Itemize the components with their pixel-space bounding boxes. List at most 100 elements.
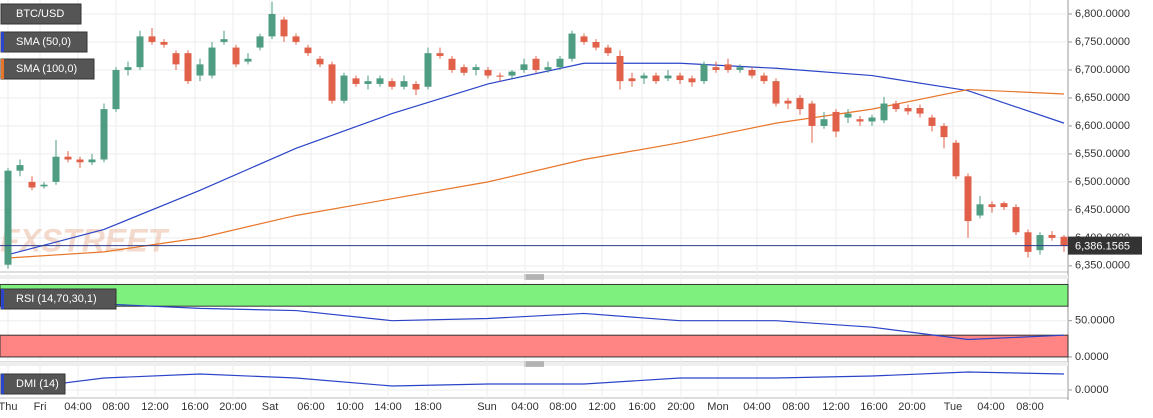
band <box>0 283 1069 307</box>
candle-body <box>772 81 780 104</box>
candle-body <box>796 97 804 110</box>
x-tick-label: 20:00 <box>667 401 695 413</box>
candle-body <box>784 100 792 104</box>
y-tick-label: 6,550.0000 <box>1075 148 1130 160</box>
candle-body <box>556 58 564 68</box>
candle-body <box>280 19 288 37</box>
candle-body <box>184 53 192 82</box>
candle-body <box>712 67 720 70</box>
candle-body <box>1048 235 1056 238</box>
legend-item: DMI (14) <box>0 373 66 395</box>
legend-label: DMI (14) <box>16 378 59 390</box>
x-tick-label: 20:00 <box>219 401 247 413</box>
x-tick-label: 08:00 <box>549 401 577 413</box>
legend-swatch <box>1 32 4 52</box>
candle-body <box>376 78 384 84</box>
x-tick-label: 10:00 <box>336 401 364 413</box>
candle-body <box>460 67 468 73</box>
candle-body <box>88 159 96 163</box>
last-price-label: 6,386.1565 <box>1075 241 1130 253</box>
candle-body <box>352 78 360 84</box>
legend-label: BTC/USD <box>16 8 64 20</box>
x-tick-label: 06:00 <box>297 401 325 413</box>
candle-body <box>736 67 744 70</box>
candle-body <box>1036 235 1044 251</box>
x-tick-label: Fri <box>34 401 47 413</box>
candle-body <box>76 159 84 163</box>
candle-body <box>400 81 408 87</box>
x-tick-label: 12:00 <box>822 401 850 413</box>
candle-body <box>412 83 420 90</box>
candle-body <box>508 71 516 76</box>
candle-body <box>1012 207 1020 233</box>
candle-body <box>148 36 156 42</box>
x-tick-label: 12:00 <box>588 401 616 413</box>
candle-body <box>760 75 768 82</box>
candle-body <box>124 67 132 70</box>
candle-body <box>136 36 144 68</box>
last-price-box <box>1068 236 1142 255</box>
candle-body <box>988 204 996 208</box>
indicator-line <box>7 302 1065 341</box>
indicator-line <box>7 371 1065 391</box>
candle-body <box>220 39 228 42</box>
candle-body <box>160 41 168 45</box>
legend-swatch <box>1 289 4 309</box>
candle-body <box>316 58 324 65</box>
candle-body <box>112 69 120 110</box>
x-tick-label: 04:00 <box>977 401 1005 413</box>
y-tick-label: 0.0000 <box>1075 351 1109 363</box>
candle-body <box>832 111 840 132</box>
x-tick-label: Sat <box>262 401 279 413</box>
candle-body <box>628 78 636 82</box>
candle-body <box>856 119 864 122</box>
candle-body <box>568 33 576 59</box>
y-tick-label: 6,450.0000 <box>1075 204 1130 216</box>
candle-body <box>928 117 936 126</box>
legend-label: SMA (100,0) <box>16 63 77 75</box>
legend-item: SMA (100,0) <box>0 58 95 80</box>
candle-body <box>940 125 948 138</box>
legend-item: BTC/USD <box>0 3 82 25</box>
candle-body <box>436 53 444 56</box>
candle-body <box>964 176 972 222</box>
candle-body <box>700 64 708 82</box>
candle-body <box>388 81 396 87</box>
watermark: FXSTREET <box>0 222 170 258</box>
band <box>0 334 1069 358</box>
candle-body <box>916 108 924 114</box>
x-tick-label: 16:00 <box>860 401 888 413</box>
candle-body <box>292 36 300 42</box>
candle-body <box>604 47 612 54</box>
candle-body <box>40 184 48 187</box>
x-tick-label: 20:00 <box>898 401 926 413</box>
y-tick-label: 6,750.0000 <box>1075 36 1130 48</box>
candle-body <box>232 47 240 65</box>
legend-box <box>0 3 82 25</box>
candle-body <box>688 78 696 83</box>
candle-body <box>892 103 900 110</box>
indicator-line <box>7 62 1065 256</box>
legend-label: SMA (50,0) <box>16 36 71 48</box>
candle-body <box>172 53 180 65</box>
candle-body <box>544 67 552 70</box>
x-tick-label: Thu <box>0 401 17 413</box>
x-tick-label: 16:00 <box>628 401 656 413</box>
x-tick-label: 04:00 <box>64 401 92 413</box>
candle-body <box>364 81 372 84</box>
x-tick-label: 04:00 <box>511 401 539 413</box>
candle-body <box>4 170 12 265</box>
candle-body <box>844 113 852 118</box>
indicator-line <box>7 88 1065 259</box>
candle-body <box>256 36 264 48</box>
candle-body <box>208 47 216 76</box>
legend-item: SMA (50,0) <box>0 31 88 53</box>
candle-body <box>868 117 876 122</box>
candle-body <box>64 156 72 160</box>
candle-body <box>448 58 456 70</box>
candle-body <box>880 103 888 121</box>
candle-body <box>616 55 624 82</box>
candle-body <box>652 75 660 82</box>
legend-swatch <box>1 59 4 79</box>
